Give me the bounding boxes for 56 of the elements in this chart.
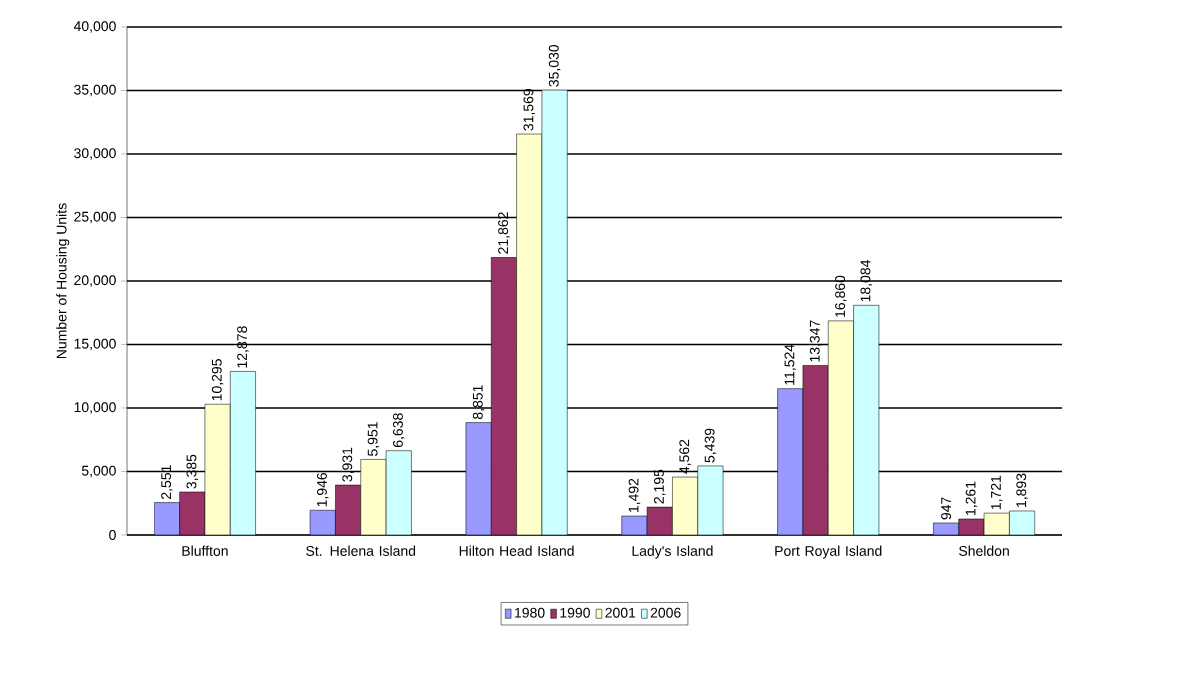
data-label: 2,551 [161, 465, 173, 499]
data-label: 4,562 [679, 439, 691, 474]
legend-label: 1990 [560, 607, 590, 618]
bar [230, 371, 256, 535]
y-tick-label: 10,000 [74, 402, 116, 414]
x-tick-label: St. Helena Island [306, 545, 416, 556]
bar [853, 305, 879, 535]
legend-label: 1980 [515, 607, 545, 618]
y-tick-label: 30,000 [74, 148, 116, 160]
data-label: 12,878 [237, 326, 249, 368]
bar [516, 134, 542, 535]
data-label: 947 [941, 497, 952, 520]
data-label: 6,638 [392, 413, 405, 448]
x-tick-label: Port Royal Island [775, 545, 882, 559]
data-label: 8,851 [472, 385, 485, 420]
legend-label: 2006 [650, 607, 681, 618]
data-label: 1,261 [965, 481, 978, 515]
y-axis-title: Number of Housing Units [56, 203, 70, 359]
y-tick-label: 20,000 [74, 275, 116, 287]
y-tick-label: 35,000 [74, 84, 116, 97]
data-label: 5,439 [704, 428, 717, 463]
y-tick-label: 15,000 [74, 338, 116, 351]
bar [335, 485, 361, 535]
bar [802, 365, 829, 535]
data-label: 18,084 [860, 260, 873, 302]
data-label: 1,893 [1016, 473, 1028, 507]
bar [386, 450, 412, 535]
bar [360, 459, 387, 535]
data-label: 2,195 [653, 469, 666, 504]
bar [672, 477, 698, 535]
data-label: 10,295 [211, 359, 224, 401]
y-tick-label: 25,000 [74, 211, 116, 224]
bar [179, 492, 205, 535]
bar [541, 90, 568, 535]
y-tick-label: 0 [109, 530, 116, 540]
data-label: 5,951 [367, 422, 380, 456]
data-label: 1,721 [990, 475, 1003, 510]
bar [204, 404, 231, 535]
data-label: 11,524 [784, 344, 797, 385]
data-label: 1,946 [316, 472, 329, 507]
y-tick-label: 40,000 [73, 21, 116, 33]
x-tick-label: Hilton Head Island [459, 545, 574, 556]
bar [828, 320, 854, 535]
data-label: 21,862 [498, 212, 510, 254]
data-label: 3,931 [342, 447, 354, 482]
bar [697, 465, 724, 535]
data-label: 16,860 [835, 275, 847, 317]
bar [491, 257, 517, 535]
data-label: 35,030 [548, 44, 561, 87]
x-tick-label: Lady's Island [632, 545, 713, 559]
data-label: 1,492 [628, 478, 641, 513]
data-label: 13,347 [809, 320, 822, 362]
x-tick-label: Sheldon [959, 545, 1009, 556]
legend-label: 2001 [605, 607, 636, 618]
y-tick-label: 5,000 [81, 465, 116, 478]
x-tick-label: Bluffton [182, 545, 228, 556]
